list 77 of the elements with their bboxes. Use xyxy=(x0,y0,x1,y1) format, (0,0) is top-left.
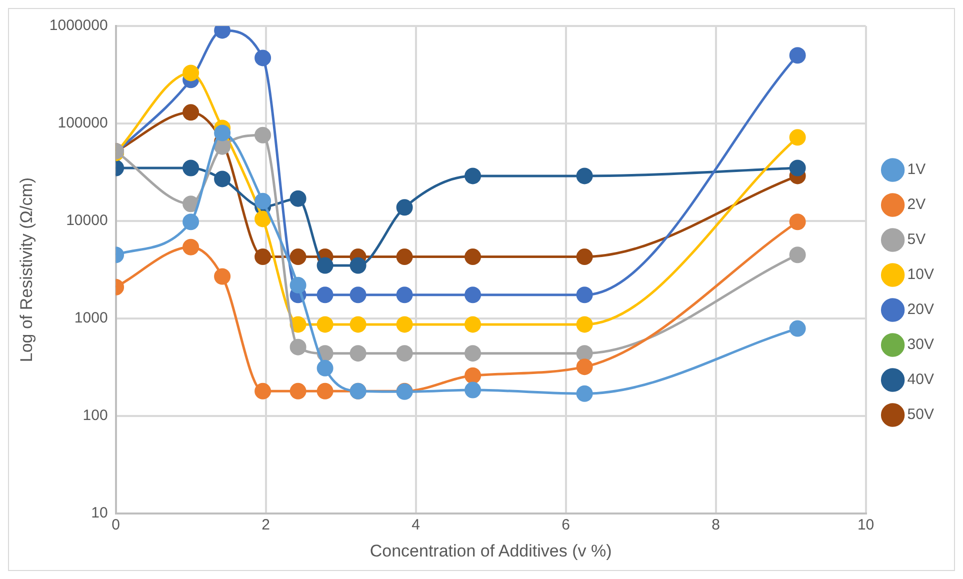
point xyxy=(789,47,806,64)
point xyxy=(316,316,334,333)
point xyxy=(182,214,200,230)
point xyxy=(576,316,593,333)
legend-label: 30V xyxy=(907,336,934,354)
point xyxy=(254,210,272,228)
y-tick-label: 10000 xyxy=(66,212,108,230)
point xyxy=(290,190,306,207)
point xyxy=(464,316,482,333)
point xyxy=(789,129,806,146)
point xyxy=(290,276,306,294)
point xyxy=(576,286,593,304)
point xyxy=(350,345,366,362)
point xyxy=(576,358,593,376)
y-axis-title: Log of Resistivity (Ω/cm) xyxy=(16,177,36,362)
point xyxy=(576,248,593,266)
point xyxy=(576,345,593,362)
point xyxy=(350,286,366,304)
point xyxy=(214,170,231,188)
legend-label: 1V xyxy=(907,161,926,178)
point xyxy=(464,382,482,398)
point xyxy=(214,124,231,142)
point xyxy=(316,382,334,400)
point xyxy=(789,246,806,264)
point xyxy=(396,199,413,216)
point xyxy=(290,248,306,266)
point xyxy=(396,248,413,266)
point xyxy=(214,268,231,285)
point xyxy=(350,316,366,333)
x-tick-label: 0 xyxy=(112,516,120,534)
point xyxy=(350,257,366,274)
point xyxy=(182,160,200,176)
point xyxy=(464,367,482,384)
y-tick-label: 10 xyxy=(91,504,108,522)
x-tick-label: 8 xyxy=(712,516,720,534)
y-tick-label: 100 xyxy=(82,407,108,424)
point xyxy=(290,338,306,356)
point xyxy=(254,126,272,144)
point xyxy=(464,286,482,304)
y-tick-label: 100000 xyxy=(58,114,108,132)
point xyxy=(254,50,272,66)
point xyxy=(396,345,413,362)
point xyxy=(316,257,334,274)
y-tick-label: 1000 xyxy=(74,310,108,327)
point xyxy=(396,286,413,304)
x-tick-label: 4 xyxy=(412,516,420,534)
point xyxy=(316,286,334,304)
point xyxy=(182,238,200,256)
point xyxy=(789,160,806,176)
legend-label: 50V xyxy=(907,406,934,424)
point xyxy=(182,196,200,212)
y-tick-label: 1000000 xyxy=(49,17,108,34)
point xyxy=(789,214,806,230)
legend-label: 10V xyxy=(907,266,934,284)
x-tick-label: 6 xyxy=(562,516,570,534)
point xyxy=(290,316,306,333)
point xyxy=(464,248,482,266)
x-tick-label: 2 xyxy=(262,516,270,534)
point xyxy=(182,104,200,121)
point xyxy=(316,360,334,376)
x-tick-label: 10 xyxy=(857,516,874,534)
legend-label: 40V xyxy=(907,371,934,388)
point xyxy=(396,316,413,333)
point xyxy=(464,168,482,184)
point xyxy=(182,64,200,82)
point xyxy=(576,168,593,184)
legend-label: 20V xyxy=(907,301,934,318)
point xyxy=(576,385,593,402)
point xyxy=(254,248,272,266)
point xyxy=(254,192,272,210)
point xyxy=(464,345,482,362)
point xyxy=(254,382,272,400)
point xyxy=(290,382,306,400)
point xyxy=(789,320,806,337)
legend-label: 5V xyxy=(907,231,926,248)
x-axis-title: Concentration of Additives (v %) xyxy=(370,541,612,560)
legend-label: 2V xyxy=(907,196,926,214)
